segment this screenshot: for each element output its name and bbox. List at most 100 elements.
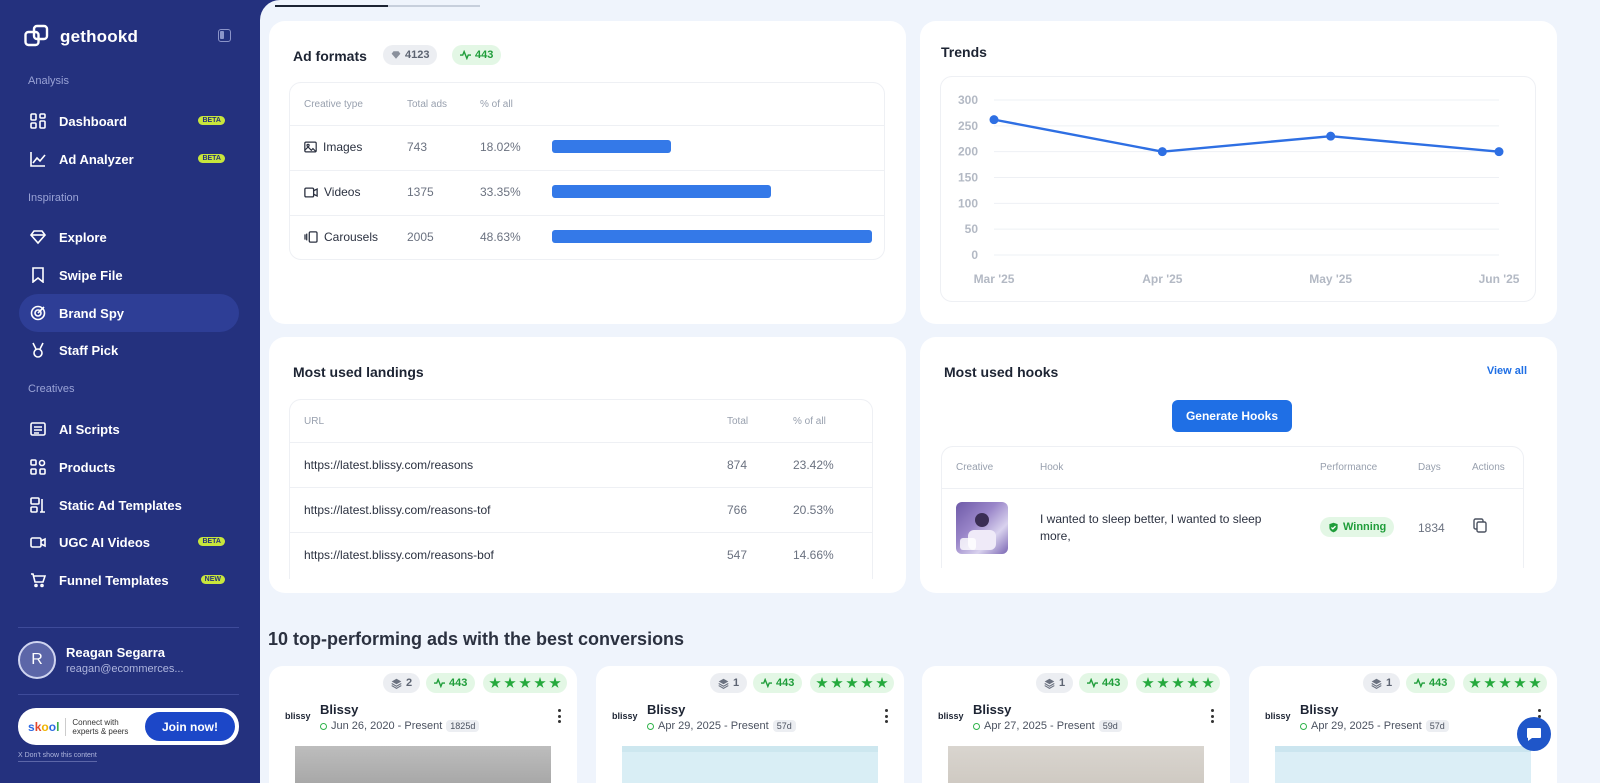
more-options-icon[interactable]	[884, 709, 888, 723]
column-header: Total ads	[407, 99, 448, 110]
ad-media-preview[interactable]	[1275, 746, 1531, 783]
active-count: 443	[1429, 677, 1448, 689]
ad-card[interactable]: 1 443 blissy Blissy Apr 29, 2025 - Prese…	[596, 666, 904, 783]
trend-point[interactable]	[1494, 147, 1504, 157]
sidebar-item-brand-spy[interactable]: Brand Spy	[19, 294, 239, 332]
brand-name[interactable]: Blissy	[647, 702, 686, 717]
view-all-link[interactable]: View all	[1486, 365, 1527, 377]
landing-total: 547	[727, 548, 748, 562]
ad-card[interactable]: 2 443 blissy Blissy Jun 26, 2020 - Prese…	[269, 666, 577, 783]
total-ads-cell: 1375	[407, 185, 434, 199]
creative-thumbnail[interactable]	[956, 502, 1008, 554]
ad-date: Apr 29, 2025 - Present 57d	[1300, 720, 1449, 732]
sidebar-item-label: Brand Spy	[59, 305, 125, 321]
rating-stars	[1136, 673, 1220, 693]
rating-stars	[1463, 673, 1547, 693]
layers-pill: 1	[1363, 673, 1401, 693]
rating-stars	[483, 673, 567, 693]
ad-media-preview[interactable]	[948, 746, 1204, 783]
main-content: Ad formats 4123 443 Creative type Total …	[260, 0, 1600, 783]
active-status-icon	[647, 722, 654, 730]
column-header: Total	[727, 416, 749, 427]
brand-name[interactable]: Blissy	[1300, 702, 1339, 717]
star-icon	[1172, 677, 1184, 688]
chat-button[interactable]	[1517, 717, 1551, 751]
tab-indicator	[275, 5, 480, 7]
star-icon	[504, 677, 516, 688]
divider	[18, 627, 239, 628]
sidebar-item-products[interactable]: Products	[19, 448, 239, 486]
join-now-button[interactable]: Join now!	[145, 712, 235, 741]
more-options-icon[interactable]	[557, 709, 561, 723]
landings-card: Most used landings URL Total % of all ht…	[269, 337, 906, 593]
ad-card[interactable]: 1 443 blissy Blissy Apr 27, 2025 - Prese…	[922, 666, 1230, 783]
chart-icon	[29, 150, 47, 168]
landing-url[interactable]: https://latest.blissy.com/reasons-bof	[304, 548, 494, 562]
y-tick-label: 100	[958, 196, 978, 210]
ad-date: Jun 26, 2020 - Present 1825d	[320, 720, 480, 732]
sidebar-item-funnel-templates[interactable]: Funnel Templates NEW	[19, 561, 239, 599]
x-tick-label: Jun '25	[1479, 272, 1520, 286]
layers-icon	[718, 678, 729, 689]
dismiss-promo-link[interactable]: X Don't show this content	[18, 752, 97, 762]
sidebar-item-explore[interactable]: Explore	[19, 218, 239, 256]
layers-count: 1	[1059, 677, 1066, 689]
star-icon	[1499, 677, 1511, 688]
ad-card[interactable]: 1 443 blissy Blissy Apr 29, 2025 - Prese…	[1249, 666, 1557, 783]
trend-line	[993, 118, 1500, 153]
collapse-sidebar-icon[interactable]	[218, 29, 231, 42]
more-options-icon[interactable]	[1210, 709, 1214, 723]
dashboard-icon	[29, 112, 47, 130]
app-logo[interactable]: gethookd	[24, 24, 138, 50]
sidebar-item-dashboard[interactable]: Dashboard BETA	[19, 102, 239, 140]
trend-point[interactable]	[1157, 147, 1167, 157]
trend-point[interactable]	[989, 115, 999, 125]
landing-url[interactable]: https://latest.blissy.com/reasons	[304, 458, 474, 472]
table-row-images: Images	[304, 140, 362, 154]
brand-name[interactable]: Blissy	[973, 702, 1012, 717]
ad-media-preview[interactable]	[295, 746, 551, 783]
active-ads-pill: 443	[452, 45, 502, 65]
sidebar-item-swipe-file[interactable]: Swipe File	[19, 256, 239, 294]
performance-badge: Winning	[1320, 517, 1395, 537]
brand-name[interactable]: Blissy	[320, 702, 359, 717]
active-count: 443	[776, 677, 795, 689]
sidebar-item-label: Staff Pick	[59, 342, 119, 358]
total-ads-count: 4123	[405, 49, 430, 61]
hook-days: 1834	[1418, 521, 1445, 535]
trend-point[interactable]	[1326, 131, 1336, 141]
user-profile[interactable]: R Reagan Segarra reagan@ecommerces...	[18, 641, 184, 679]
share-bar	[552, 230, 872, 243]
promo-text: Connect with experts & peers	[65, 717, 139, 736]
star-icon	[534, 677, 546, 688]
sidebar-item-ugc-ai-videos[interactable]: UGC AI Videos BETA	[19, 523, 239, 561]
sidebar-item-label: UGC AI Videos	[59, 534, 151, 550]
diamond-icon	[29, 228, 47, 246]
row-divider	[290, 215, 884, 216]
new-badge: NEW	[200, 575, 225, 584]
column-header: URL	[304, 416, 325, 427]
ad-date-range: Apr 27, 2025 - Present	[984, 720, 1095, 732]
landing-url[interactable]: https://latest.blissy.com/reasons-tof	[304, 503, 491, 517]
sidebar-item-staff-pick[interactable]: Staff Pick	[19, 331, 239, 369]
sidebar-item-label: Explore	[59, 229, 107, 245]
sidebar-item-static-ad-templates[interactable]: Static Ad Templates	[19, 486, 239, 524]
column-header: Creative type	[304, 99, 363, 110]
brand-logo: blissy	[1265, 711, 1291, 721]
share-bar	[552, 185, 771, 198]
generate-hooks-button[interactable]: Generate Hooks	[1172, 400, 1292, 432]
sidebar-item-ad-analyzer[interactable]: Ad Analyzer BETA	[19, 140, 239, 178]
hooks-table: Creative Hook Performance Days Actions I…	[941, 446, 1524, 568]
share-bar	[552, 140, 671, 153]
ad-days-badge: 59d	[1098, 720, 1122, 732]
x-tick-label: May '25	[1309, 272, 1352, 286]
layers-count: 2	[406, 677, 413, 689]
column-header: % of all	[480, 99, 513, 110]
copy-icon[interactable]	[1473, 518, 1487, 533]
sidebar: gethookd Analysis Dashboard BETA Ad Anal…	[0, 0, 260, 783]
y-tick-label: 300	[958, 93, 978, 107]
ad-media-preview[interactable]	[622, 746, 878, 783]
star-icon	[876, 677, 888, 688]
video-icon	[29, 533, 47, 551]
sidebar-item-ai-scripts[interactable]: AI Scripts	[19, 410, 239, 448]
